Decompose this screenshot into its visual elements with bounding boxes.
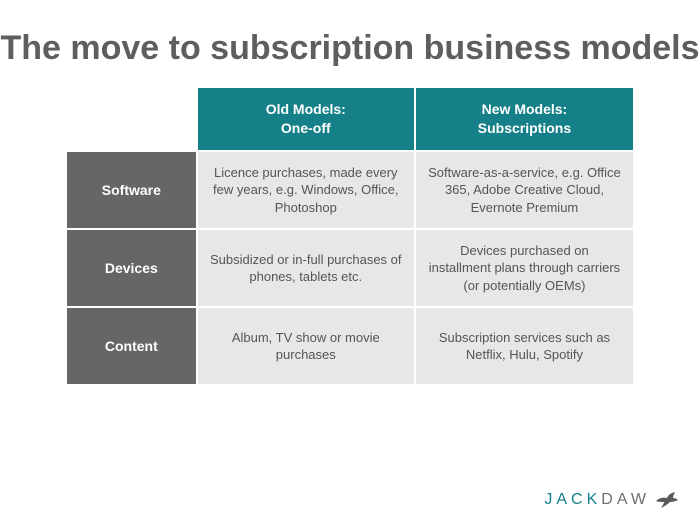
- brand-text: JACKDAW: [544, 491, 650, 509]
- col-header-new-line2: Subscriptions: [428, 119, 621, 138]
- table-row: Devices Subsidized or in-full purchases …: [67, 230, 633, 306]
- cell-devices-old: Subsidized or in-full purchases of phone…: [198, 230, 414, 306]
- table-row: Software Licence purchases, made every f…: [67, 152, 633, 228]
- brand-text-part2: DAW: [601, 491, 650, 508]
- brand-logo: JACKDAW: [544, 489, 680, 511]
- cell-content-old: Album, TV show or movie purchases: [198, 308, 414, 384]
- slide-title: The move to subscription business models: [0, 0, 700, 86]
- brand-text-part1: JACK: [544, 491, 601, 508]
- row-header-software: Software: [67, 152, 196, 228]
- cell-software-old: Licence purchases, made every few years,…: [198, 152, 414, 228]
- cell-software-new: Software-as-a-service, e.g. Office 365, …: [416, 152, 633, 228]
- col-header-new: New Models: Subscriptions: [416, 88, 633, 150]
- comparison-table: Old Models: One-off New Models: Subscrip…: [65, 86, 635, 386]
- col-header-new-line1: New Models:: [428, 100, 621, 119]
- row-header-content: Content: [67, 308, 196, 384]
- col-header-old: Old Models: One-off: [198, 88, 414, 150]
- table-row: Content Album, TV show or movie purchase…: [67, 308, 633, 384]
- col-header-old-line1: Old Models:: [210, 100, 402, 119]
- row-header-devices: Devices: [67, 230, 196, 306]
- bird-icon: [654, 489, 680, 511]
- col-header-old-line2: One-off: [210, 119, 402, 138]
- cell-content-new: Subscription services such as Netflix, H…: [416, 308, 633, 384]
- table-corner-empty: [67, 88, 196, 150]
- cell-devices-new: Devices purchased on installment plans t…: [416, 230, 633, 306]
